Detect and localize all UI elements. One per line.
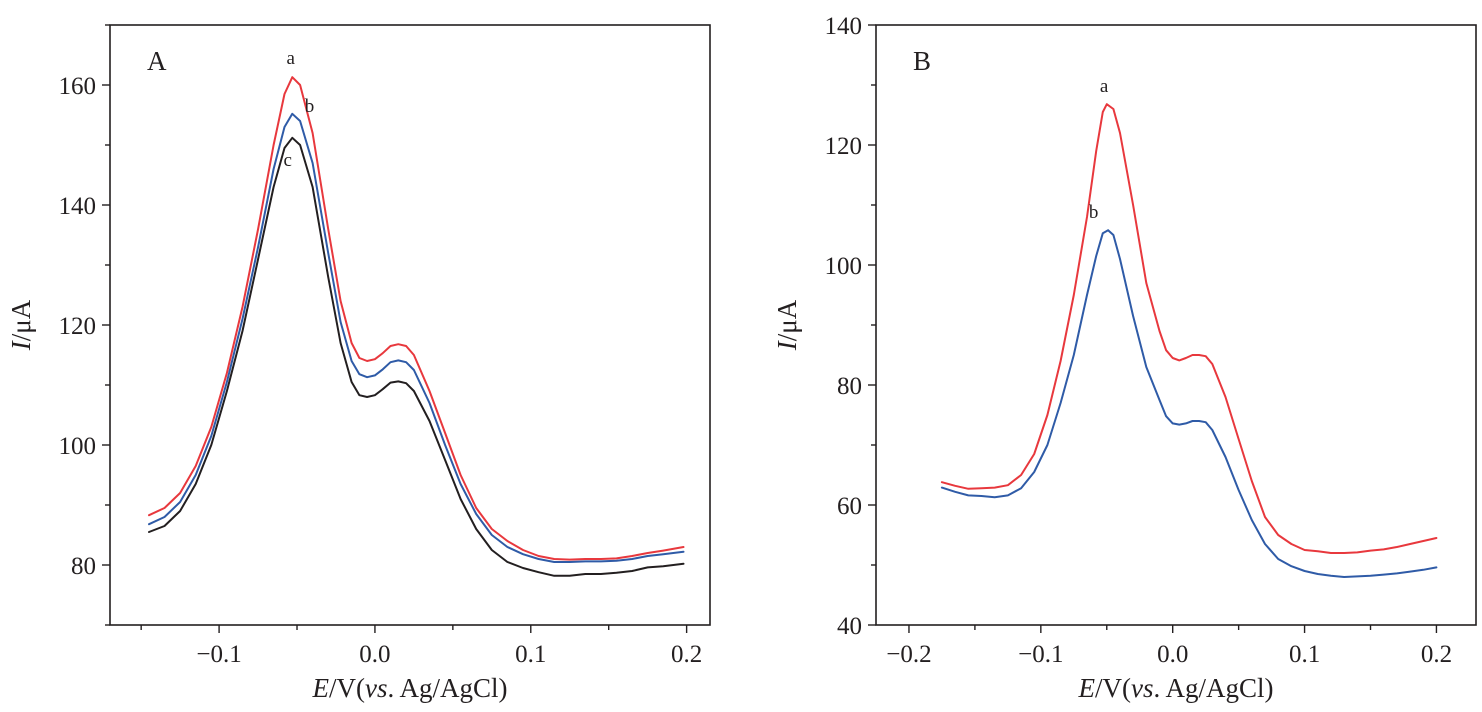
- series-line-a: [940, 103, 1438, 554]
- y-axis-unit: /μA: [772, 299, 802, 341]
- x-axis-vs: vs: [365, 673, 388, 703]
- y-tick-label: 100: [825, 253, 863, 280]
- plot-frame: [109, 24, 711, 626]
- x-tick-label: −0.1: [1018, 641, 1063, 668]
- y-tick-label: 80: [71, 553, 96, 580]
- x-tick-label: 0.2: [671, 641, 702, 668]
- x-axis-reference: . Ag/AgCl): [387, 673, 507, 703]
- series-label-c: c: [283, 150, 291, 171]
- x-tick-label: −0.1: [196, 641, 241, 668]
- x-axis-unit: /V(: [329, 673, 365, 703]
- x-axis-label: E/V(vs. Ag/AgCl): [1077, 673, 1273, 703]
- panel-label: B: [913, 46, 931, 76]
- x-axis-reference: . Ag/AgCl): [1153, 673, 1273, 703]
- series-label-a: a: [1100, 76, 1109, 97]
- x-axis-vs: vs: [1131, 673, 1154, 703]
- series-line-b: [940, 229, 1438, 578]
- panel-a: −0.1 0.0 0.1 0.2 80 100 120 140 160 E/V(vs. Ag/Ag…: [6, 24, 711, 703]
- y-axis-unit: /μA: [6, 299, 36, 341]
- series-label-b: b: [1089, 202, 1099, 223]
- plot-frame: [875, 24, 1477, 626]
- y-tick-label: 40: [837, 613, 862, 640]
- x-axis-symbol: E: [311, 673, 329, 703]
- y-tick-label: 60: [837, 493, 862, 520]
- series-label-b: b: [305, 96, 315, 117]
- x-tick-label: 0.1: [1289, 641, 1320, 668]
- x-tick-label: 0.0: [359, 641, 390, 668]
- x-axis-unit: /V(: [1095, 673, 1131, 703]
- y-tick-label: 140: [59, 193, 97, 220]
- y-tick-label: 80: [837, 373, 862, 400]
- series-line-a: [148, 76, 685, 561]
- y-axis-label: I/μA: [772, 299, 802, 351]
- series-line-b: [148, 112, 685, 563]
- series-label-a: a: [287, 48, 296, 69]
- x-tick-label: 0.2: [1421, 641, 1452, 668]
- x-axis-symbol: E: [1077, 673, 1095, 703]
- y-tick-label: 140: [825, 13, 863, 40]
- y-tick-label: 100: [59, 433, 97, 460]
- y-axis-symbol: I: [772, 339, 802, 351]
- y-tick-label: 120: [825, 133, 863, 160]
- x-axis-label: E/V(vs. Ag/AgCl): [311, 673, 507, 703]
- x-tick-label: 0.1: [515, 641, 546, 668]
- x-tick-label: −0.2: [886, 641, 931, 668]
- y-axis-label: I/μA: [6, 299, 36, 351]
- y-axis-symbol: I: [6, 339, 36, 351]
- y-tick-label: 160: [59, 73, 97, 100]
- panel-label: A: [147, 46, 167, 76]
- y-tick-label: 120: [59, 313, 97, 340]
- panel-b: −0.2 −0.1 0.0 0.1 0.2 40 60 80 100 120 140 E/V(vs. …: [772, 13, 1477, 703]
- series-line-c: [148, 136, 685, 577]
- x-tick-label: 0.0: [1157, 641, 1188, 668]
